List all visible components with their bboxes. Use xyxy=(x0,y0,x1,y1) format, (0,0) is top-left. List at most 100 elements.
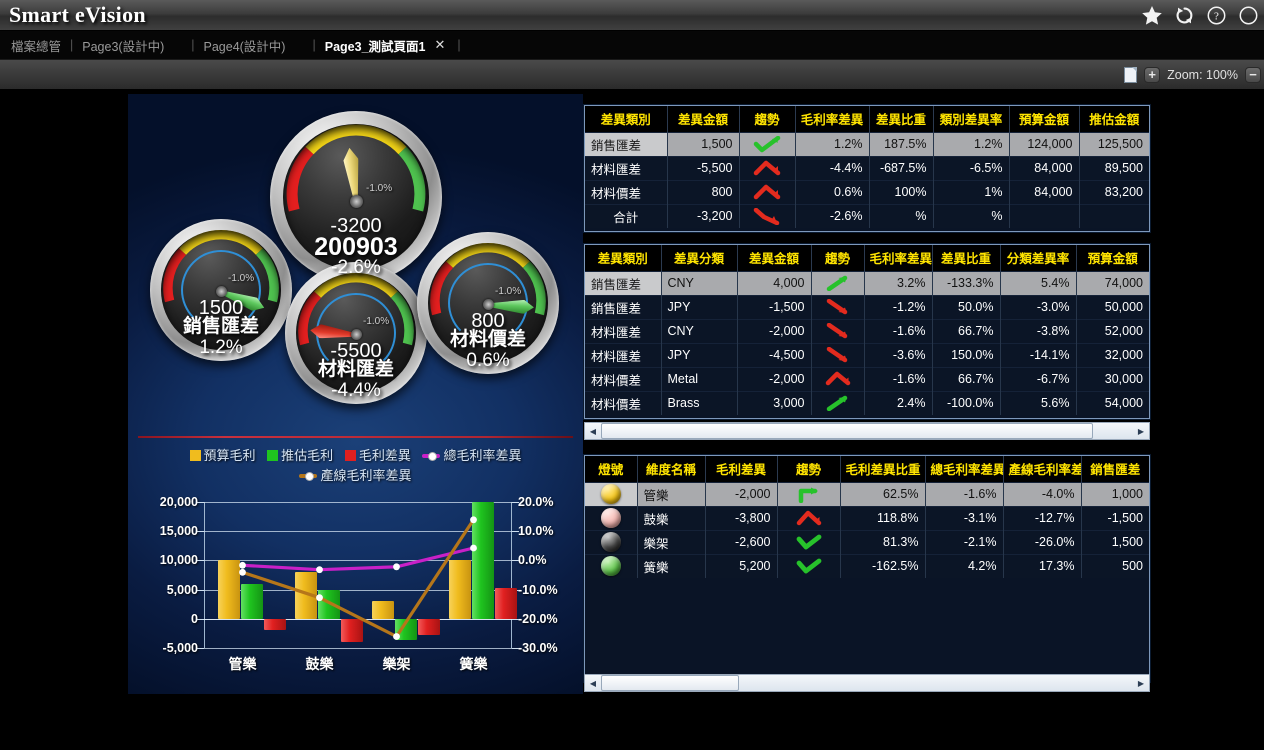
gauge-percent: -2.6% xyxy=(331,257,381,278)
cell-margin-variance: -1.6% xyxy=(864,366,933,391)
zoom-in-button[interactable]: + xyxy=(1144,67,1161,83)
col-header[interactable]: 差異金額 xyxy=(737,245,812,271)
gauge-material-fx-variance[interactable]: -1.0% -5500 材料匯差 -4.4% xyxy=(285,262,427,404)
gauge-main[interactable]: -1.0% -3200 200903 -2.6% xyxy=(270,111,442,283)
scroll-left-icon[interactable]: ◀ xyxy=(589,426,597,436)
cell-budget-amount: 74,000 xyxy=(1076,270,1149,295)
cell-budget-amount: 50,000 xyxy=(1076,294,1149,319)
cell-margin-variance: -1.6% xyxy=(864,318,933,343)
cell-variance-weight: 187.5% xyxy=(869,131,934,156)
legend-item-profit-variance: 毛利差異 xyxy=(344,446,411,466)
table-row[interactable]: 管樂 -2,000 62.5% -1.6% -4.0% 1,000 xyxy=(585,481,1149,506)
table-row[interactable]: 合計 -3,200 -2.6% % % xyxy=(585,203,1149,228)
table-row[interactable]: 銷售匯差 1,500 1.2% 187.5% 1.2% 124,000 125,… xyxy=(585,131,1149,156)
cell-variance-weight: 81.3% xyxy=(840,529,926,554)
col-header[interactable]: 總毛利率差異 xyxy=(925,456,1004,482)
info-icon[interactable] xyxy=(1239,6,1258,25)
x-tick-label: 簧樂 xyxy=(459,656,488,672)
cell-trend xyxy=(739,179,796,204)
col-header[interactable]: 維度名稱 xyxy=(637,456,706,482)
tab-close-icon[interactable]: ✕ xyxy=(434,37,446,52)
table-row[interactable]: 材料匯差 CNY -2,000 -1.6% 66.7% -3.8% 52,000 xyxy=(585,318,1149,343)
tab-page3-test-page1[interactable]: Page3_測試頁面1 ✕ xyxy=(323,36,451,55)
variance-classification-table: 差異類別 差異分類 差異金額 趨勢 毛利率差異 差異比重 分類差異率 預算金額 … xyxy=(584,244,1150,419)
cell-total-margin-variance: -3.1% xyxy=(925,505,1004,530)
y-tick-right: 0.0% xyxy=(518,553,547,568)
col-header[interactable]: 分類差異率 xyxy=(1000,245,1077,271)
tab-page4-design[interactable]: Page4(設計中) xyxy=(202,36,288,55)
table-row[interactable]: 鼓樂 -3,800 118.8% -3.1% -12.7% -1,500 xyxy=(585,505,1149,530)
legend-label: 毛利差異 xyxy=(358,448,411,463)
cell-sales-fx-variance: 1,500 xyxy=(1081,529,1149,554)
line-total-margin-variance xyxy=(242,546,474,572)
legend-label: 總毛利率差異 xyxy=(443,448,522,463)
table2-horizontal-scrollbar[interactable]: ◀ ▶ xyxy=(584,422,1150,440)
col-header[interactable]: 毛利差異 xyxy=(705,456,778,482)
gauge-scale-label: -1.0% xyxy=(363,316,390,327)
col-header[interactable]: 預算金額 xyxy=(1009,106,1080,132)
col-header[interactable]: 差異類別 xyxy=(585,106,668,132)
col-header[interactable]: 差異比重 xyxy=(869,106,934,132)
legend-item-estimated-profit: 推估毛利 xyxy=(267,446,333,466)
scroll-thumb[interactable] xyxy=(601,675,739,691)
col-header[interactable]: 趨勢 xyxy=(811,245,865,271)
col-header[interactable]: 預算金額 xyxy=(1076,245,1149,271)
zoom-level-label: Zoom: 100% xyxy=(1167,68,1238,82)
table-row[interactable]: 簧樂 5,200 -162.5% 4.2% 17.3% 500 xyxy=(585,553,1149,578)
cell-line-margin-variance: 17.3% xyxy=(1003,553,1082,578)
table-row[interactable]: 材料匯差 JPY -4,500 -3.6% 150.0% -14.1% 32,0… xyxy=(585,342,1149,367)
cell-category: 材料價差 xyxy=(585,390,662,415)
col-header[interactable]: 產線毛利率差! xyxy=(1003,456,1082,482)
table-row[interactable]: 銷售匯差 CNY 4,000 3.2% -133.3% 5.4% 74,000 xyxy=(585,270,1149,295)
tab-page3-design[interactable]: Page3(設計中) xyxy=(80,36,166,55)
table3-horizontal-scrollbar[interactable]: ◀ ▶ xyxy=(584,674,1150,692)
tab-separator: | xyxy=(70,38,74,52)
cell-lamp xyxy=(585,505,638,530)
cell-class-rate: 5.4% xyxy=(1000,270,1077,295)
scroll-track[interactable] xyxy=(601,423,1133,439)
cell-profit-variance: -3,800 xyxy=(705,505,778,530)
table-row[interactable]: 樂架 -2,600 81.3% -2.1% -26.0% 1,500 xyxy=(585,529,1149,554)
bar-estimated-profit xyxy=(472,502,494,619)
col-header[interactable]: 差異分類 xyxy=(661,245,738,271)
col-header[interactable]: 推估金額 xyxy=(1079,106,1149,132)
scroll-right-icon[interactable]: ▶ xyxy=(1137,426,1145,436)
zoom-out-button[interactable]: − xyxy=(1245,67,1261,83)
scroll-thumb[interactable] xyxy=(601,423,1093,439)
table-row[interactable]: 材料價差 Metal -2,000 -1.6% 66.7% -6.7% 30,0… xyxy=(585,366,1149,391)
cell-amount: -4,500 xyxy=(737,342,812,367)
refresh-icon[interactable] xyxy=(1175,6,1194,25)
col-header[interactable]: 燈號 xyxy=(585,456,638,482)
table-row[interactable]: 材料價差 Brass 3,000 2.4% -100.0% 5.6% 54,00… xyxy=(585,390,1149,415)
col-header[interactable]: 差異類別 xyxy=(585,245,662,271)
scroll-right-icon[interactable]: ▶ xyxy=(1137,678,1145,688)
col-header[interactable]: 趨勢 xyxy=(739,106,796,132)
scroll-track[interactable] xyxy=(601,675,1133,691)
star-icon[interactable] xyxy=(1142,6,1162,25)
cell-sales-fx-variance: 500 xyxy=(1081,553,1149,578)
table-row[interactable]: 材料價差 800 0.6% 100% 1% 84,000 83,200 xyxy=(585,179,1149,204)
scroll-left-icon[interactable]: ◀ xyxy=(589,678,597,688)
legend-row-1: 預算毛利 推估毛利 毛利差異 總毛利率差異 xyxy=(128,446,583,466)
cell-class-rate: -3.8% xyxy=(1000,318,1077,343)
table-row[interactable]: 銷售匯差 JPY -1,500 -1.2% 50.0% -3.0% 50,000 xyxy=(585,294,1149,319)
cell-margin-variance: -1.2% xyxy=(864,294,933,319)
gauge-material-price-variance[interactable]: -1.0% 800 材料價差 0.6% xyxy=(417,232,559,374)
gauge-sales-fx-variance[interactable]: -1.0% 1500 銷售匯差 1.2% xyxy=(150,219,292,361)
col-header[interactable]: 毛利差異比重 xyxy=(840,456,926,482)
help-icon[interactable]: ? xyxy=(1207,6,1226,25)
col-header[interactable]: 差異比重 xyxy=(932,245,1001,271)
col-header[interactable]: 差異金額 xyxy=(667,106,740,132)
col-header[interactable]: 類別差異率 xyxy=(933,106,1010,132)
table-row[interactable]: 材料匯差 -5,500 -4.4% -687.5% -6.5% 84,000 8… xyxy=(585,155,1149,180)
col-header[interactable]: 毛利率差異 xyxy=(864,245,933,271)
cell-category-rate: -6.5% xyxy=(933,155,1010,180)
col-header[interactable]: 毛利率差異 xyxy=(795,106,870,132)
cell-trend xyxy=(739,131,796,156)
col-header[interactable]: 趨勢 xyxy=(777,456,841,482)
page-icon[interactable] xyxy=(1124,67,1138,83)
cell-estimated-amount xyxy=(1079,203,1149,228)
cell-amount: -5,500 xyxy=(667,155,740,180)
tab-file-explorer[interactable]: 檔案總管 xyxy=(9,36,63,55)
col-header[interactable]: 銷售匯差 xyxy=(1081,456,1149,482)
